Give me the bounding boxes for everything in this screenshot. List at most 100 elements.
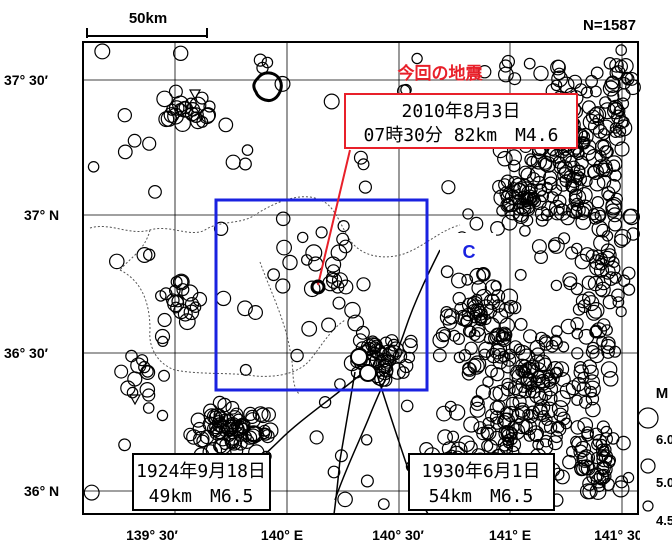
- hypocenter: [542, 170, 558, 185]
- hypocenter: [567, 160, 581, 174]
- hypocenter: [246, 425, 264, 443]
- hypocenter: [168, 100, 185, 116]
- hypocenter: [174, 274, 189, 289]
- hypocenter: [590, 472, 607, 489]
- hypocenter: [594, 150, 607, 163]
- hypocenter: [244, 412, 261, 429]
- hypocenter: [369, 339, 383, 353]
- hypocenter: [184, 106, 200, 122]
- hypocenter: [504, 299, 519, 314]
- hypocenter: [598, 162, 614, 178]
- hypocenter: [565, 246, 579, 260]
- hypocenter: [501, 214, 518, 231]
- hypocenter: [549, 367, 562, 379]
- hypocenter: [321, 317, 337, 333]
- hypocenter: [573, 364, 589, 380]
- hypocenter: [602, 248, 617, 263]
- hypocenter: [142, 248, 156, 261]
- hypocenter: [599, 250, 616, 267]
- hypocenter: [599, 443, 612, 456]
- hypocenter: [531, 404, 549, 421]
- hypocenter: [529, 165, 547, 183]
- hypocenter: [589, 175, 606, 192]
- hypocenter: [260, 429, 275, 444]
- hypocenter: [585, 74, 598, 88]
- hypocenter: [217, 397, 232, 413]
- hypocenter: [570, 420, 585, 435]
- hypocenter: [589, 324, 603, 338]
- hypocenter: [605, 198, 622, 216]
- hypocenter: [570, 202, 586, 218]
- hypocenter: [571, 376, 587, 392]
- hypocenter: [570, 282, 584, 296]
- hypocenter: [569, 205, 583, 220]
- hypocenter: [388, 362, 407, 380]
- hypocenter: [580, 86, 593, 99]
- hypocenter: [378, 372, 393, 387]
- hypocenter: [580, 460, 596, 476]
- hypocenter: [602, 80, 620, 97]
- hypocenter: [142, 402, 155, 414]
- hypocenter: [171, 294, 184, 308]
- hypocenter: [550, 279, 563, 292]
- hypocenter: [227, 437, 240, 449]
- region-box-c: [214, 198, 429, 392]
- hypocenter: [355, 325, 370, 340]
- hypocenter: [595, 252, 608, 266]
- longitude-labels: 139° 30′ 140° E 140° 30′ 141° E 141° 30′: [126, 527, 646, 543]
- hypocenter: [625, 79, 641, 96]
- hypocenter: [203, 403, 219, 419]
- historical-quake-1924-details: 49km M6.5: [149, 486, 254, 507]
- hypocenter: [536, 190, 550, 203]
- hypocenter: [612, 480, 630, 498]
- hypocenter: [501, 54, 515, 69]
- magnitude-legend-level-6: 6.0: [656, 432, 672, 447]
- hypocenter: [573, 444, 588, 459]
- hypocenter: [502, 405, 520, 423]
- hypocenter: [218, 425, 231, 437]
- hypocenter: [562, 272, 578, 288]
- hypocenter: [377, 353, 392, 368]
- hypocenter: [549, 199, 565, 216]
- latitude-labels: 37° 30′ 37° N 36° 30′ 36° N: [4, 72, 59, 499]
- hypocenter: [529, 354, 546, 371]
- hypocenter: [590, 66, 604, 80]
- hypocenter: [282, 254, 298, 271]
- current-quake-details: 07時30分 82km M4.6: [364, 125, 559, 146]
- hypocenter: [399, 358, 414, 374]
- hypocenter: [491, 289, 506, 304]
- hypocenter: [331, 280, 345, 294]
- hypocenter: [533, 65, 549, 82]
- hypocenter: [617, 274, 631, 287]
- hypocenter: [166, 293, 180, 307]
- hypocenter: [590, 85, 602, 98]
- hypocenter: [607, 256, 620, 268]
- hypocenter: [557, 76, 575, 94]
- hypocenter: [139, 381, 156, 398]
- hypocenter: [571, 394, 583, 406]
- hypocenter: [326, 272, 343, 289]
- hypocenter: [511, 408, 526, 424]
- hypocenter: [448, 404, 466, 421]
- hypocenter: [225, 400, 240, 415]
- hypocenter: [588, 107, 604, 123]
- event-count: N=1587: [583, 17, 636, 34]
- hypocenter: [353, 150, 368, 165]
- hypocenter: [475, 384, 492, 400]
- hypocenter: [571, 242, 583, 255]
- hypocenter: [587, 163, 605, 180]
- hypocenter: [136, 247, 153, 264]
- hypocenter: [574, 440, 592, 458]
- hypocenter: [239, 363, 252, 376]
- hypocenter: [523, 430, 536, 442]
- hypocenter: [87, 161, 100, 173]
- hypocenter: [331, 272, 349, 289]
- hypocenter: [618, 77, 631, 90]
- current-quake-box: [344, 93, 578, 149]
- hypocenter: [531, 239, 547, 255]
- hypocenter: [315, 226, 328, 239]
- hypocenter: [276, 239, 293, 256]
- hypocenter: [624, 71, 639, 86]
- hypocenter: [500, 190, 514, 204]
- hypocenter: [583, 295, 600, 312]
